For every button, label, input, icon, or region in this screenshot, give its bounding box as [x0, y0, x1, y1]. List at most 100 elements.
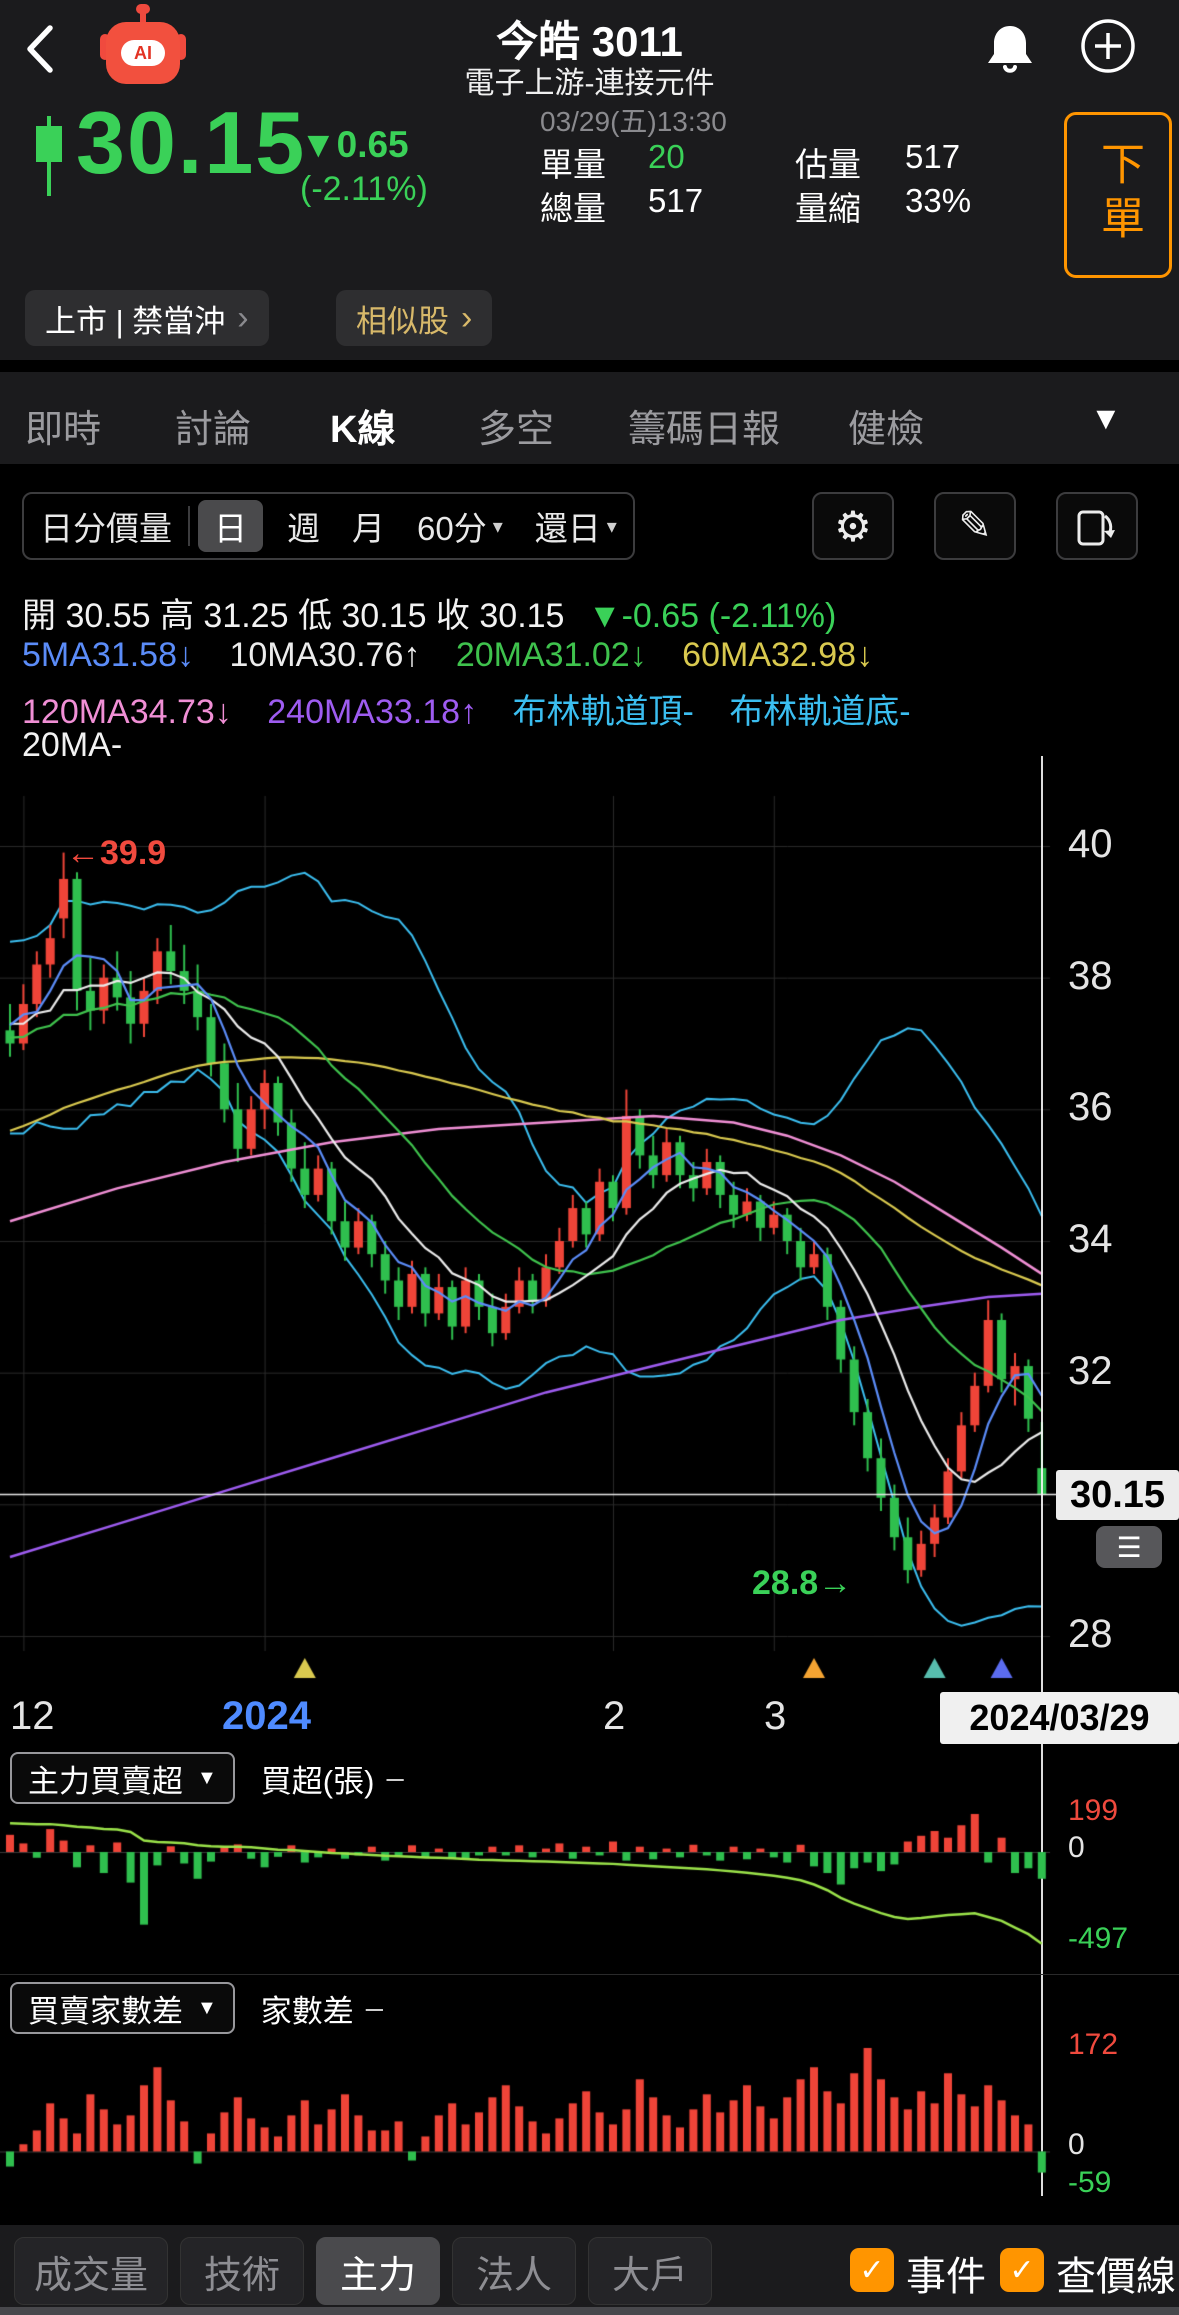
rotate-button[interactable]	[1056, 492, 1138, 560]
ai-assistant-button[interactable]: AI	[100, 4, 188, 96]
ma120-legend: 120MA34.73↓	[22, 693, 232, 731]
kline-chart-canvas[interactable]	[0, 756, 1179, 1686]
divider	[0, 1974, 1179, 1975]
tool-volume[interactable]: 成交量	[14, 2237, 168, 2305]
tab-longshort[interactable]: 多空	[478, 409, 555, 451]
panel2-axis-max: 172	[1068, 2028, 1119, 2061]
panel2-axis-min: -59	[1068, 2166, 1112, 2199]
tab-discussion[interactable]: 討論	[175, 409, 252, 451]
total-volume-label: 總量	[540, 190, 606, 227]
period-60min-label: 60分	[417, 510, 487, 547]
x-axis-label-2024: 2024	[222, 1694, 311, 1738]
panel1-indicator-dropdown[interactable]: 主力買賣超 ▼	[10, 1752, 235, 1804]
add-button[interactable]	[1078, 16, 1138, 76]
tool-large-holders[interactable]: 大戶	[588, 2237, 712, 2305]
ai-antenna-icon	[140, 10, 146, 22]
chevron-right-icon: ›	[237, 298, 249, 337]
ma10-legend: 10MA30.76↑	[229, 636, 421, 674]
similar-stocks-text: 相似股	[356, 303, 449, 339]
tool-institutional[interactable]: 法人	[452, 2237, 576, 2305]
chevron-right-icon: ›	[461, 298, 473, 337]
caret-down-icon: ▼	[197, 1996, 217, 2019]
ma240-legend: 240MA33.18↑	[267, 693, 478, 731]
tab-health[interactable]: 健檢	[848, 409, 925, 451]
x-axis-label-dec: 12	[10, 1694, 55, 1738]
more-tabs-button[interactable]: ▼	[1090, 400, 1122, 436]
panel2-dropdown-label: 買賣家數差	[28, 1993, 183, 2029]
ma5-legend: 5MA31.58↓	[22, 636, 194, 674]
caret-down-icon: ▼	[197, 1766, 217, 1789]
home-indicator	[0, 2307, 1179, 2315]
bell-icon	[988, 26, 1032, 73]
panel2-axis-zero: 0	[1068, 2128, 1085, 2161]
priceline-checkbox-label[interactable]: 查價線	[1056, 2255, 1176, 2299]
panel1-dropdown-label: 主力買賣超	[28, 1763, 183, 1799]
y-axis-label: 32	[1068, 1349, 1113, 1393]
y-axis-label: 38	[1068, 954, 1113, 998]
total-volume-value: 517	[648, 182, 704, 219]
event-checkbox-label[interactable]: 事件	[906, 2255, 986, 2299]
panel2-series-dash: –	[365, 1990, 384, 2025]
ai-antenna-tip	[136, 4, 150, 14]
selected-date-box: 2024/03/29	[940, 1692, 1179, 1744]
ai-robot-head: AI	[106, 22, 180, 84]
ohlc-legend: 開 30.55 高 31.25 低 30.15 收 30.15 ▼-0.65 (…	[22, 588, 836, 637]
tab-realtime[interactable]: 即時	[25, 409, 102, 451]
boll-lower-legend: 布林軌道底-	[729, 693, 911, 731]
period-week[interactable]: 週	[287, 510, 320, 547]
drag-handle-icon: ☰	[1116, 1531, 1142, 1563]
gear-icon: ⚙	[834, 502, 872, 550]
unit-volume-label: 單量	[540, 146, 606, 183]
panel2-series-label: 家數差	[260, 1993, 354, 2029]
boll-upper-legend: 布林軌道頂-	[512, 693, 694, 731]
chart-settings-button[interactable]: ⚙	[812, 492, 894, 560]
event-checkbox[interactable]: ✓	[850, 2248, 894, 2292]
panel1-series-label: 買超(張)	[260, 1763, 375, 1799]
page-title: 今皓 3011	[496, 18, 683, 65]
unit-volume-value: 20	[648, 138, 685, 175]
high-annotation: ←39.9	[66, 834, 167, 872]
place-order-button[interactable]: 下單	[1064, 112, 1172, 278]
ohlc-change: ▼-0.65 (-2.11%)	[587, 597, 837, 635]
back-button[interactable]	[18, 20, 66, 78]
notification-button[interactable]	[982, 18, 1038, 80]
market-status-tag[interactable]: 上市 | 禁當沖 ›	[25, 290, 269, 346]
shrink-value: 33%	[905, 182, 972, 219]
shrink-label: 量縮	[795, 190, 861, 227]
period-restore[interactable]: 還日 ▾	[519, 502, 633, 550]
page-subtitle: 電子上游-連接元件	[464, 67, 715, 100]
panel1-axis-min: -497	[1068, 1922, 1129, 1955]
period-restore-label: 還日	[534, 510, 601, 547]
mode-label[interactable]: 日分價量	[40, 510, 172, 547]
household-diff-chart-canvas[interactable]	[0, 2040, 1179, 2195]
divider	[188, 506, 190, 546]
low-annotation: 28.8→	[752, 1564, 853, 1602]
tab-chips-daily[interactable]: 籌碼日報	[628, 409, 781, 451]
y-axis-label: 36	[1068, 1085, 1113, 1129]
panel2-header: 買賣家數差 ▼ 家數差 –	[10, 1982, 383, 2034]
tab-kline[interactable]: K線	[330, 409, 396, 451]
period-60min[interactable]: 60分 ▾	[401, 502, 519, 550]
panel1-axis-zero: 0	[1068, 1831, 1085, 1864]
price-change: ▼0.65	[300, 124, 409, 165]
ma-legend-row2: 120MA34.73↓ 240MA33.18↑ 布林軌道頂- 布林軌道底-	[22, 684, 911, 733]
tab-bar-bg	[0, 372, 1179, 464]
ai-ear-left	[100, 34, 110, 60]
main-force-chart-canvas[interactable]	[0, 1808, 1179, 1953]
priceline-checkbox[interactable]: ✓	[1000, 2248, 1044, 2292]
rotate-screen-icon	[1077, 510, 1115, 546]
tool-main-force[interactable]: 主力	[316, 2237, 440, 2305]
panel2-indicator-dropdown[interactable]: 買賣家數差 ▼	[10, 1982, 235, 2034]
pencil-icon: ✎	[958, 504, 992, 548]
tool-technical[interactable]: 技術	[180, 2237, 304, 2305]
draw-button[interactable]: ✎	[934, 492, 1016, 560]
price-change-pct: (-2.11%)	[300, 170, 428, 208]
period-day-selected[interactable]: 日	[198, 500, 263, 552]
period-month[interactable]: 月	[352, 510, 385, 547]
ai-face: AI	[121, 40, 165, 66]
price-line-drag-handle[interactable]: ☰	[1096, 1526, 1162, 1568]
y-axis-label: 40	[1068, 822, 1113, 866]
caret-down-icon: ▾	[606, 515, 617, 538]
similar-stocks-tag[interactable]: 相似股 ›	[336, 290, 493, 346]
